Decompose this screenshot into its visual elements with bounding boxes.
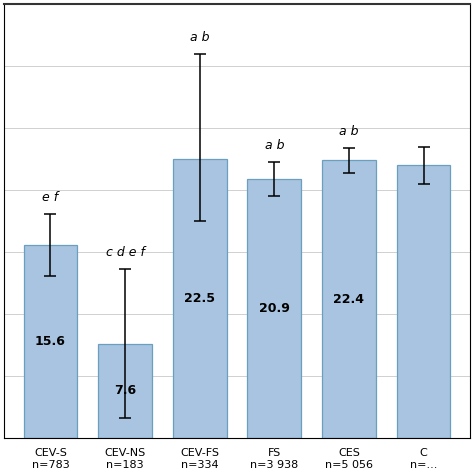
Bar xyxy=(247,179,301,438)
Bar xyxy=(322,160,376,438)
Bar xyxy=(98,344,152,438)
Text: e f: e f xyxy=(42,191,58,204)
Text: 7.6: 7.6 xyxy=(114,384,136,397)
Text: a b: a b xyxy=(264,138,284,152)
Text: 22.4: 22.4 xyxy=(333,292,365,306)
Text: 22.5: 22.5 xyxy=(184,292,215,305)
Bar xyxy=(397,165,450,438)
Text: c d e f: c d e f xyxy=(106,246,145,259)
Bar xyxy=(24,245,77,438)
Text: 15.6: 15.6 xyxy=(35,335,66,347)
Text: a b: a b xyxy=(190,31,210,44)
Text: 20.9: 20.9 xyxy=(259,302,290,315)
Bar xyxy=(173,159,227,438)
Text: a b: a b xyxy=(339,125,359,138)
